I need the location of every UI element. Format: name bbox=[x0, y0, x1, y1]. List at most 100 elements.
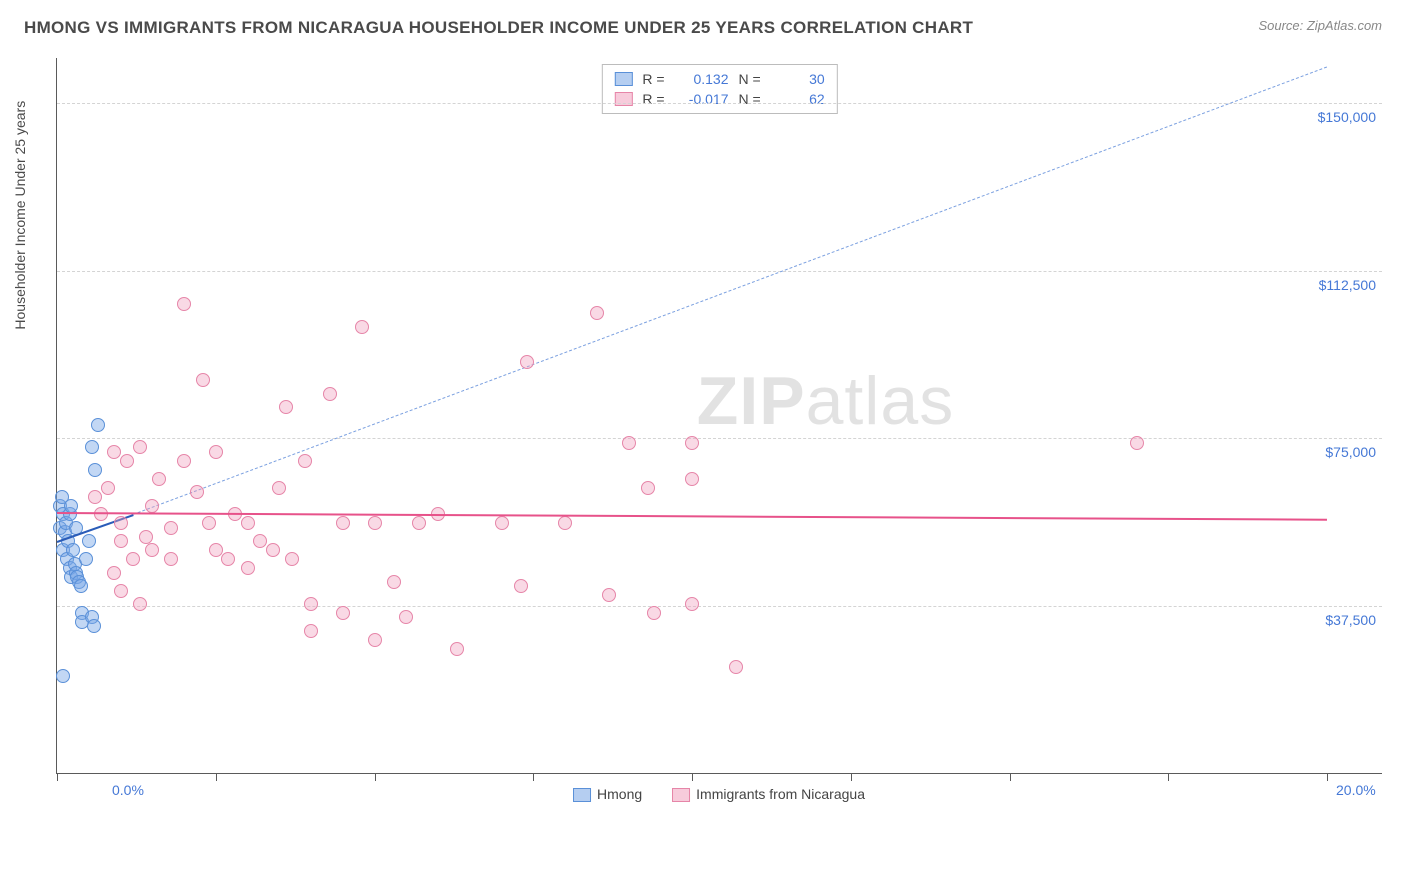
legend-row: R = -0.017 N = 62 bbox=[614, 89, 824, 109]
scatter-point bbox=[685, 436, 699, 450]
scatter-point bbox=[145, 543, 159, 557]
scatter-point bbox=[1130, 436, 1144, 450]
chart-title: HMONG VS IMMIGRANTS FROM NICARAGUA HOUSE… bbox=[24, 18, 973, 38]
scatter-point bbox=[285, 552, 299, 566]
plot-area: ZIPatlas R = 0.132 N = 30 R = -0.017 N = 62 $37… bbox=[56, 58, 1382, 774]
scatter-point bbox=[209, 445, 223, 459]
scatter-point bbox=[241, 516, 255, 530]
scatter-point bbox=[56, 669, 70, 683]
source-attribution: Source: ZipAtlas.com bbox=[1258, 18, 1382, 33]
scatter-point bbox=[209, 543, 223, 557]
scatter-point bbox=[88, 463, 102, 477]
scatter-point bbox=[88, 490, 102, 504]
scatter-point bbox=[74, 579, 88, 593]
x-tick bbox=[851, 773, 852, 781]
scatter-point bbox=[91, 418, 105, 432]
scatter-point bbox=[82, 534, 96, 548]
x-tick bbox=[57, 773, 58, 781]
legend-swatch bbox=[573, 788, 591, 802]
legend-n-label: N = bbox=[739, 71, 761, 87]
scatter-point bbox=[85, 440, 99, 454]
gridline bbox=[57, 103, 1382, 104]
watermark-zip: ZIP bbox=[697, 363, 806, 439]
y-tick-label: $75,000 bbox=[1325, 444, 1376, 460]
scatter-point bbox=[94, 507, 108, 521]
x-tick bbox=[375, 773, 376, 781]
scatter-point bbox=[685, 597, 699, 611]
scatter-point bbox=[590, 306, 604, 320]
scatter-point bbox=[101, 481, 115, 495]
scatter-point bbox=[336, 606, 350, 620]
scatter-point bbox=[87, 619, 101, 633]
legend-n-value: 30 bbox=[771, 71, 825, 87]
scatter-point bbox=[120, 454, 134, 468]
scatter-point bbox=[107, 566, 121, 580]
scatter-point bbox=[64, 499, 78, 513]
y-tick-label: $112,500 bbox=[1319, 277, 1376, 293]
scatter-point bbox=[272, 481, 286, 495]
legend-row: R = 0.132 N = 30 bbox=[614, 69, 824, 89]
scatter-point bbox=[399, 610, 413, 624]
legend-r-value: -0.017 bbox=[675, 91, 729, 107]
legend-label: Hmong bbox=[597, 786, 642, 802]
scatter-point bbox=[66, 543, 80, 557]
legend-r-label: R = bbox=[642, 91, 664, 107]
scatter-point bbox=[114, 516, 128, 530]
scatter-point bbox=[450, 642, 464, 656]
scatter-point bbox=[520, 355, 534, 369]
legend-r-value: 0.132 bbox=[675, 71, 729, 87]
series-legend: Hmong Immigrants from Nicaragua bbox=[573, 786, 865, 802]
legend-item: Hmong bbox=[573, 786, 642, 802]
x-tick bbox=[1327, 773, 1328, 781]
scatter-point bbox=[139, 530, 153, 544]
legend-n-label: N = bbox=[739, 91, 761, 107]
x-tick bbox=[533, 773, 534, 781]
legend-swatch bbox=[672, 788, 690, 802]
scatter-point bbox=[298, 454, 312, 468]
scatter-point bbox=[355, 320, 369, 334]
scatter-point bbox=[202, 516, 216, 530]
legend-swatch bbox=[614, 92, 632, 106]
y-tick-label: $37,500 bbox=[1325, 612, 1376, 628]
scatter-point bbox=[279, 400, 293, 414]
scatter-point bbox=[133, 440, 147, 454]
legend-item: Immigrants from Nicaragua bbox=[672, 786, 865, 802]
scatter-point bbox=[336, 516, 350, 530]
scatter-point bbox=[729, 660, 743, 674]
x-tick bbox=[1010, 773, 1011, 781]
scatter-point bbox=[647, 606, 661, 620]
scatter-point bbox=[304, 624, 318, 638]
x-tick bbox=[1168, 773, 1169, 781]
scatter-point bbox=[558, 516, 572, 530]
chart-header: HMONG VS IMMIGRANTS FROM NICARAGUA HOUSE… bbox=[0, 0, 1406, 46]
scatter-point bbox=[190, 485, 204, 499]
legend-n-value: 62 bbox=[771, 91, 825, 107]
scatter-point bbox=[412, 516, 426, 530]
scatter-point bbox=[114, 584, 128, 598]
scatter-point bbox=[114, 534, 128, 548]
scatter-point bbox=[164, 521, 178, 535]
scatter-point bbox=[241, 561, 255, 575]
gridline bbox=[57, 606, 1382, 607]
scatter-point bbox=[368, 516, 382, 530]
x-tick-label: 20.0% bbox=[1336, 782, 1376, 798]
scatter-point bbox=[514, 579, 528, 593]
legend-r-label: R = bbox=[642, 71, 664, 87]
y-axis-title: Householder Income Under 25 years bbox=[12, 101, 28, 330]
scatter-point bbox=[253, 534, 267, 548]
scatter-point bbox=[164, 552, 178, 566]
scatter-point bbox=[387, 575, 401, 589]
x-tick bbox=[216, 773, 217, 781]
scatter-point bbox=[495, 516, 509, 530]
scatter-point bbox=[196, 373, 210, 387]
scatter-point bbox=[266, 543, 280, 557]
scatter-point bbox=[602, 588, 616, 602]
watermark-atlas: atlas bbox=[806, 363, 955, 439]
scatter-point bbox=[304, 597, 318, 611]
legend-label: Immigrants from Nicaragua bbox=[696, 786, 865, 802]
scatter-point bbox=[323, 387, 337, 401]
scatter-point bbox=[641, 481, 655, 495]
scatter-point bbox=[133, 597, 147, 611]
scatter-point bbox=[622, 436, 636, 450]
scatter-point bbox=[685, 472, 699, 486]
